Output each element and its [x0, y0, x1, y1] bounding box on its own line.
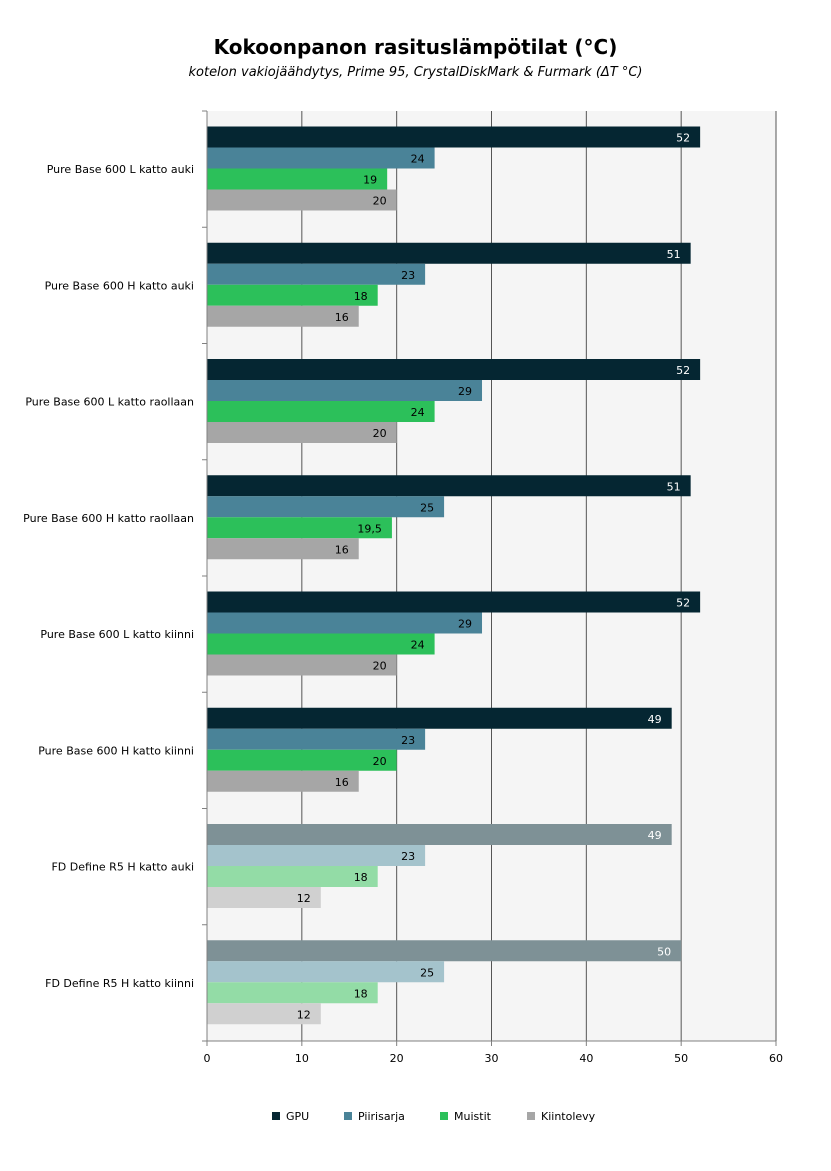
data-label-kiintolevy-3: 16: [335, 543, 349, 556]
data-label-gpu-2: 52: [676, 364, 690, 377]
data-label-kiintolevy-5: 16: [335, 776, 349, 789]
bar-piirisarja-2: [207, 380, 483, 401]
data-label-piirisarja-7: 25: [420, 966, 434, 979]
data-label-kiintolevy-1: 16: [335, 311, 349, 324]
data-label-gpu-3: 51: [667, 480, 681, 493]
data-label-kiintolevy-0: 20: [373, 195, 387, 208]
data-label-piirisarja-1: 23: [401, 269, 415, 282]
data-label-piirisarja-4: 29: [458, 618, 472, 631]
bar-muistit-1: [207, 284, 378, 306]
data-label-muistit-2: 24: [411, 406, 425, 419]
data-label-muistit-3: 19,5: [357, 522, 382, 535]
bar-gpu-1: [207, 242, 691, 264]
data-label-kiintolevy-7: 12: [297, 1008, 311, 1021]
data-label-muistit-7: 18: [354, 987, 368, 1000]
category-label-1: Pure Base 600 H katto auki: [45, 279, 194, 292]
legend-label-muistit: Muistit: [454, 1110, 491, 1123]
chart-title: Kokoonpanon rasituslämpötilat (°C): [213, 35, 618, 59]
x-tick-label-6: 60: [769, 1052, 783, 1065]
bar-muistit-2: [207, 401, 435, 422]
data-label-kiintolevy-2: 20: [373, 427, 387, 440]
data-label-piirisarja-2: 29: [458, 385, 472, 398]
data-label-gpu-5: 49: [648, 713, 662, 726]
data-label-piirisarja-3: 25: [420, 501, 434, 514]
bar-piirisarja-5: [207, 728, 426, 750]
chart-legend: GPU Piirisarja Muistit Kiintolevy: [0, 1108, 831, 1128]
bar-piirisarja-0: [207, 147, 435, 169]
bar-muistit-7: [207, 982, 378, 1004]
bar-muistit-5: [207, 749, 397, 771]
legend-label-piirisarja: Piirisarja: [358, 1110, 405, 1123]
legend-item-gpu: GPU: [272, 1108, 309, 1126]
data-label-gpu-0: 52: [676, 132, 690, 145]
bar-kiintolevy-4: [207, 654, 397, 676]
legend-swatch-kiintolevy: [527, 1112, 535, 1120]
bar-piirisarja-1: [207, 263, 426, 285]
bar-gpu-3: [207, 475, 691, 497]
data-label-muistit-1: 18: [354, 290, 368, 303]
bar-kiintolevy-7: [207, 1003, 321, 1025]
data-label-gpu-6: 49: [648, 829, 662, 842]
bar-chart: 52 24 19 20 Pure Base 600 L katto auki 51 23 18…: [23, 110, 783, 1065]
data-label-piirisarja-5: 23: [401, 734, 415, 747]
bar-piirisarja-6: [207, 845, 426, 866]
data-label-muistit-5: 20: [373, 755, 387, 768]
data-label-gpu-1: 51: [667, 248, 681, 261]
bar-gpu-0: [207, 126, 701, 148]
bar-kiintolevy-0: [207, 189, 397, 211]
data-label-muistit-0: 19: [363, 174, 377, 187]
bar-muistit-3: [207, 517, 392, 539]
bar-piirisarja-4: [207, 612, 483, 634]
bar-gpu-7: [207, 940, 682, 962]
bar-muistit-4: [207, 633, 435, 655]
bar-gpu-2: [207, 359, 701, 380]
bar-muistit-0: [207, 168, 388, 190]
category-label-3: Pure Base 600 H katto raollaan: [23, 512, 194, 525]
category-label-6: FD Define R5 H katto auki: [51, 861, 194, 874]
data-label-gpu-4: 52: [676, 597, 690, 610]
category-label-4: Pure Base 600 L katto kiinni: [40, 628, 194, 641]
category-label-5: Pure Base 600 H katto kiinni: [38, 744, 194, 757]
bar-piirisarja-3: [207, 496, 445, 518]
data-label-muistit-6: 18: [354, 871, 368, 884]
category-label-7: FD Define R5 H katto kiinni: [45, 977, 194, 990]
bar-gpu-4: [207, 591, 701, 613]
legend-label-kiintolevy: Kiintolevy: [541, 1110, 596, 1123]
data-label-kiintolevy-4: 20: [373, 660, 387, 673]
bar-gpu-6: [207, 824, 672, 845]
x-tick-label-4: 40: [579, 1052, 593, 1065]
bar-kiintolevy-6: [207, 887, 321, 908]
data-label-muistit-4: 24: [411, 639, 425, 652]
bar-piirisarja-7: [207, 961, 445, 983]
bar-kiintolevy-2: [207, 422, 397, 443]
bar-kiintolevy-1: [207, 305, 359, 327]
legend-swatch-piirisarja: [344, 1112, 352, 1120]
x-tick-label-3: 30: [485, 1052, 499, 1065]
legend-item-piirisarja: Piirisarja: [344, 1108, 405, 1126]
x-tick-label-1: 10: [295, 1052, 309, 1065]
bar-kiintolevy-3: [207, 538, 359, 560]
category-label-0: Pure Base 600 L katto auki: [47, 163, 194, 176]
bar-kiintolevy-5: [207, 770, 359, 792]
bar-gpu-5: [207, 707, 672, 729]
x-tick-label-5: 50: [674, 1052, 688, 1065]
bar-muistit-6: [207, 866, 378, 887]
legend-swatch-gpu: [272, 1112, 280, 1120]
legend-item-muistit: Muistit: [440, 1108, 491, 1126]
data-label-piirisarja-0: 24: [411, 153, 425, 166]
data-label-kiintolevy-6: 12: [297, 892, 311, 905]
data-label-gpu-7: 50: [657, 945, 671, 958]
data-label-piirisarja-6: 23: [401, 850, 415, 863]
legend-label-gpu: GPU: [286, 1110, 310, 1123]
chart-subtitle: kotelon vakiojäähdytys, Prime 95, Crysta…: [188, 65, 643, 80]
legend-item-kiintolevy: Kiintolevy: [527, 1108, 595, 1126]
x-tick-label-0: 0: [204, 1052, 211, 1065]
legend-swatch-muistit: [440, 1112, 448, 1120]
category-label-2: Pure Base 600 L katto raollaan: [25, 396, 194, 409]
x-tick-label-2: 20: [390, 1052, 404, 1065]
